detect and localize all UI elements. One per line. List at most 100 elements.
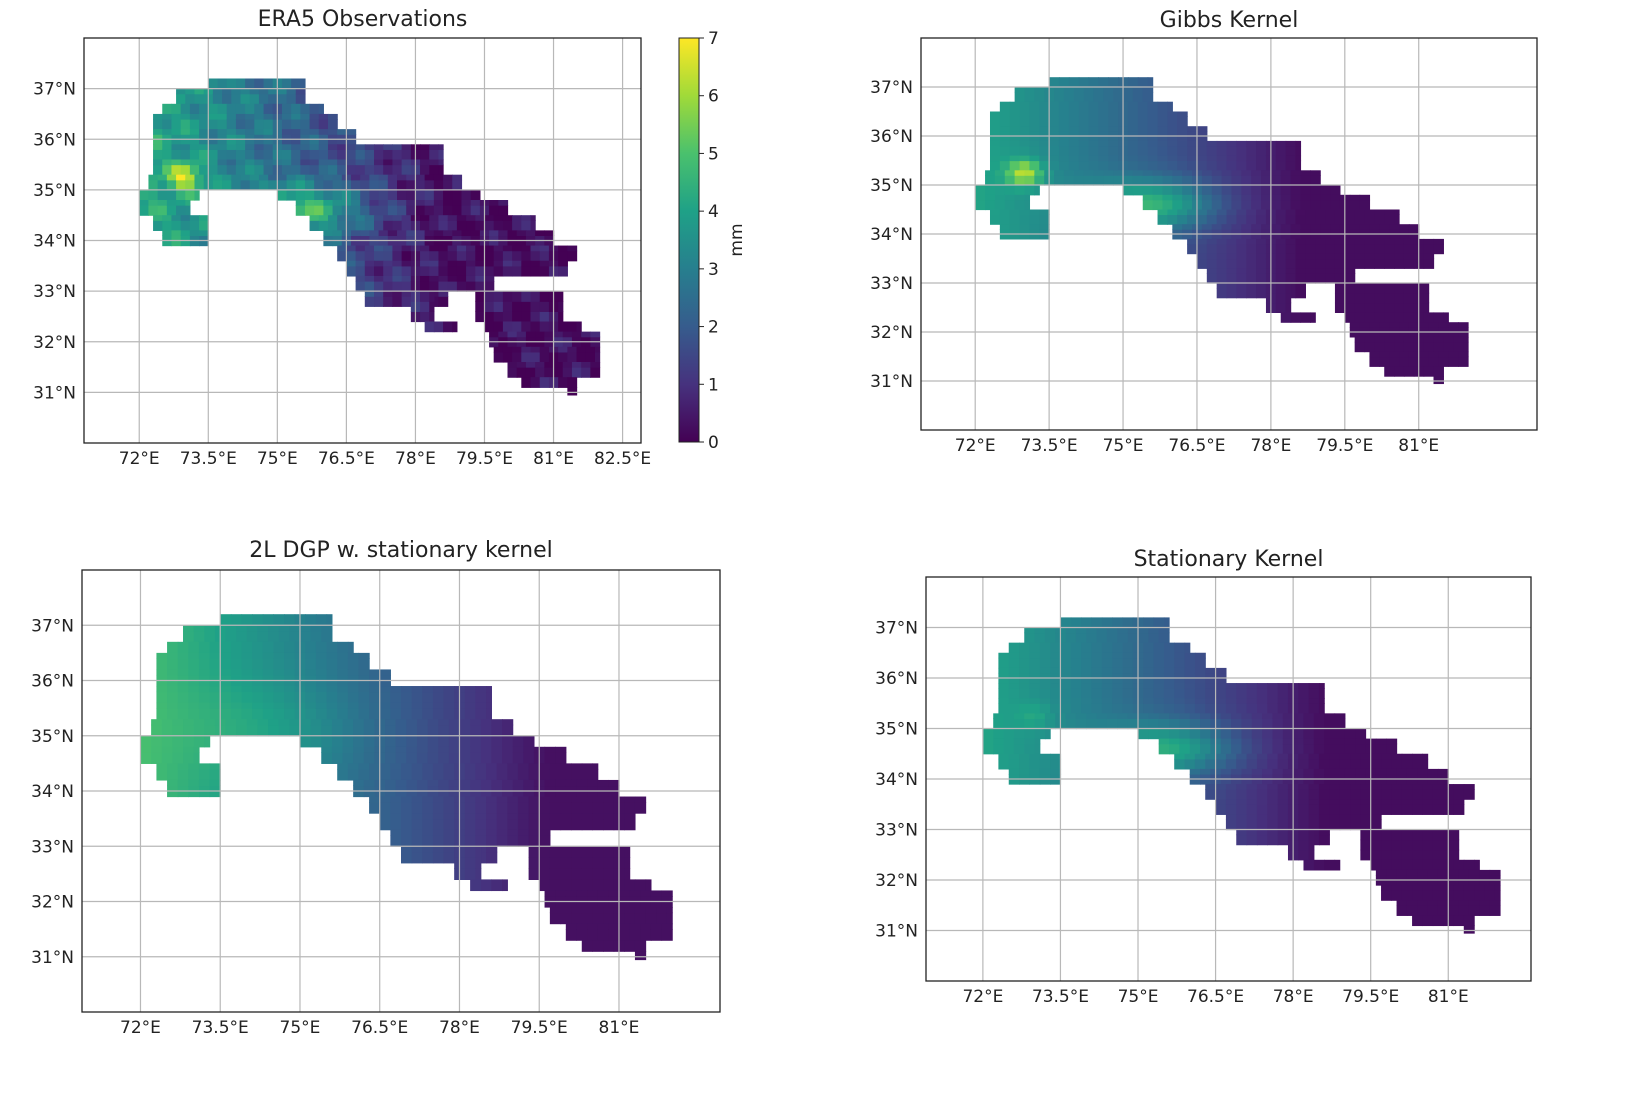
colorbar-tick-label: 2 — [708, 318, 719, 338]
heatmap-cell — [220, 614, 232, 626]
heatmap-cell — [231, 174, 242, 181]
heatmap-cell — [1344, 768, 1356, 775]
heatmap-cell — [273, 641, 285, 654]
heatmap-cell — [1391, 859, 1403, 871]
heatmap-cell — [491, 779, 503, 787]
heatmap-cell — [461, 200, 472, 206]
heatmap-cell — [1432, 890, 1444, 901]
heatmap-cell — [268, 625, 280, 632]
heatmap-cell — [1374, 253, 1385, 260]
heatmap-cell — [1381, 804, 1392, 815]
heatmap-cell — [1448, 356, 1459, 367]
heatmap-cell — [392, 144, 403, 150]
heatmap-cell — [1157, 140, 1168, 147]
heatmap-cell — [209, 702, 221, 709]
heatmap-cell — [263, 129, 274, 135]
heatmap-cell — [1364, 292, 1375, 304]
heatmap-cell — [1285, 145, 1297, 157]
heatmap-cell — [321, 625, 333, 632]
heatmap-cell — [230, 652, 243, 659]
heatmap-cell — [1282, 728, 1294, 740]
heatmap-cell — [560, 796, 572, 803]
heatmap-cell — [603, 846, 615, 858]
heatmap-cell — [603, 818, 615, 831]
heatmap-cell — [1417, 900, 1429, 906]
heatmap-cell — [432, 796, 445, 803]
heatmap-cell — [1298, 688, 1310, 699]
heatmap-cell — [443, 702, 455, 709]
heatmap-cell — [1008, 688, 1020, 699]
heatmap-cell — [162, 159, 173, 166]
heatmap-cell — [1330, 199, 1341, 211]
heatmap-cell — [1290, 170, 1302, 176]
heatmap-cell — [592, 912, 604, 925]
heatmap-cell — [1381, 859, 1392, 871]
heatmap-cell — [433, 189, 444, 201]
heatmap-cell — [401, 220, 412, 231]
heatmap-cell — [1039, 688, 1051, 699]
heatmap-cell — [390, 835, 402, 847]
heatmap-cell — [443, 230, 453, 237]
heatmap-cell — [656, 912, 668, 925]
y-tick-label: 37°N — [33, 80, 76, 100]
heatmap-cell — [438, 250, 449, 262]
heatmap-cell — [443, 802, 455, 814]
heatmap-cell — [480, 724, 492, 737]
heatmap-cell — [1169, 743, 1180, 755]
heatmap-cell — [1147, 155, 1159, 162]
heatmap-cell — [257, 630, 269, 643]
heatmap-cell — [1029, 111, 1040, 117]
heatmap-cell — [369, 200, 380, 206]
heatmap-cell — [305, 641, 317, 654]
x-tick-label: 75°E — [257, 449, 298, 469]
heatmap-cell — [385, 719, 397, 726]
heatmap-cell — [560, 768, 572, 781]
plot-title: Gibbs Kernel — [1160, 8, 1299, 33]
heatmap-cell — [1019, 703, 1031, 714]
heatmap-cell — [1275, 238, 1287, 245]
heatmap-cell — [1215, 789, 1227, 800]
heatmap-cell — [1305, 238, 1316, 245]
heatmap-cell — [1132, 175, 1144, 186]
heatmap-cell — [1384, 238, 1395, 245]
heatmap-cell — [369, 691, 381, 704]
heatmap-cell — [1101, 657, 1113, 669]
x-tick-label: 72°E — [119, 449, 160, 469]
heatmap-cell — [1423, 253, 1435, 260]
heatmap-cell — [544, 746, 556, 753]
heatmap-cell — [346, 215, 357, 221]
heatmap-cell — [177, 691, 189, 704]
heatmap-cell — [565, 890, 578, 897]
heatmap-cell — [379, 813, 391, 820]
heatmap-cell — [300, 159, 311, 166]
heatmap-cell — [1453, 915, 1465, 927]
heatmap-cell — [1194, 652, 1206, 659]
heatmap-cell — [1256, 287, 1267, 299]
heatmap-cell — [1063, 91, 1075, 103]
heatmap-cell — [1024, 728, 1036, 740]
heatmap-cell — [1008, 753, 1020, 760]
heatmap-cell — [363, 779, 376, 787]
heatmap-cell — [1389, 224, 1400, 230]
heatmap-cell — [397, 189, 407, 201]
heatmap-cell — [273, 708, 285, 720]
heatmap-cell — [1280, 170, 1292, 176]
heatmap-cell — [299, 724, 312, 737]
heatmap-cell — [1054, 91, 1065, 103]
heatmap-cell — [581, 768, 593, 781]
heatmap-cell — [1394, 283, 1405, 294]
heatmap-cell — [1029, 155, 1040, 162]
heatmap-cell — [1167, 126, 1178, 132]
heatmap-cell — [1009, 111, 1021, 117]
heatmap-cell — [1325, 268, 1336, 274]
heatmap-cell — [1285, 160, 1297, 171]
heatmap-cell — [379, 669, 391, 676]
heatmap-cell — [438, 164, 444, 176]
heatmap-cell — [464, 763, 477, 770]
heatmap-cell — [1117, 627, 1129, 634]
heatmap-cell — [420, 159, 430, 166]
heatmap-cell — [1423, 312, 1435, 323]
heatmap-cell — [1221, 170, 1233, 176]
heatmap-cell — [1152, 194, 1164, 201]
heatmap-cell — [167, 669, 179, 676]
